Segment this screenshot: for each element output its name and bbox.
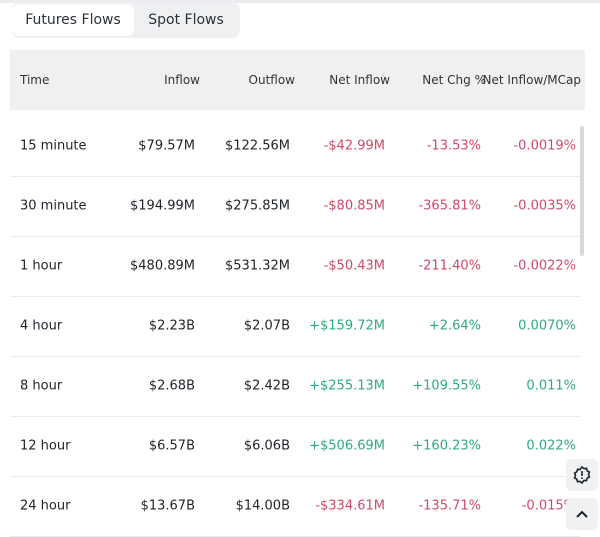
cell-inflow: $13.67B	[140, 498, 195, 514]
cell-time: 30 minute	[20, 198, 87, 214]
cell-chg: -211.40%	[418, 258, 481, 274]
flow-tabs: Futures Flows Spot Flows	[12, 2, 240, 38]
top-divider	[0, 0, 600, 3]
table-header: Time Inflow Outflow Net Inflow Net Chg %…	[10, 50, 585, 110]
cell-outflow: $14.00B	[235, 498, 290, 514]
cell-outflow: $2.42B	[243, 378, 290, 394]
table-row: 1 hour $480.89M $531.32M -$50.43M -211.40% -0…	[10, 236, 580, 297]
scroll-top-button[interactable]	[566, 498, 598, 530]
cell-chg: +109.55%	[412, 378, 481, 394]
table-row: 8 hour $2.68B $2.42B +$255.13M +109.55% 0.011…	[10, 356, 580, 417]
table-row: 30 minute $194.99M $275.85M -$80.85M -365.81…	[10, 176, 580, 237]
cell-mcap: -0.0022%	[513, 258, 576, 274]
cell-net: -$42.99M	[323, 138, 385, 154]
cell-time: 8 hour	[20, 378, 63, 394]
cell-inflow: $2.23B	[148, 318, 195, 334]
cell-inflow: $194.99M	[130, 198, 195, 214]
cell-inflow: $2.68B	[148, 378, 195, 394]
header-net-chg: Net Chg %	[422, 73, 486, 87]
cell-outflow: $531.32M	[225, 258, 290, 274]
cell-time: 4 hour	[20, 318, 63, 334]
cell-chg: +2.64%	[428, 318, 481, 334]
cell-net: -$80.85M	[323, 198, 385, 214]
cell-net: +$506.69M	[309, 438, 385, 454]
cell-mcap: -0.0035%	[513, 198, 576, 214]
chevron-up-icon	[576, 510, 588, 518]
cell-mcap: -0.0019%	[513, 138, 576, 154]
cell-outflow: $2.07B	[243, 318, 290, 334]
cell-mcap: 0.011%	[526, 378, 576, 394]
cell-net: +$159.72M	[309, 318, 385, 334]
cell-chg: -135.71%	[418, 498, 481, 514]
cell-outflow: $275.85M	[225, 198, 290, 214]
header-inflow: Inflow	[164, 73, 200, 87]
cell-mcap: 0.022%	[526, 438, 576, 454]
table-row: 15 minute $79.57M $122.56M -$42.99M -13.53% -…	[10, 116, 580, 177]
header-net-inflow-mcap: Net Inflow/MCap	[482, 73, 581, 87]
tab-futures-flows[interactable]: Futures Flows	[12, 4, 134, 36]
cell-mcap: -0.015%	[521, 498, 576, 514]
cell-chg: -13.53%	[426, 138, 481, 154]
cell-chg: +160.23%	[412, 438, 481, 454]
alert-badge-icon	[573, 465, 591, 485]
scrollbar[interactable]	[580, 126, 584, 256]
cell-net: -$334.61M	[315, 498, 385, 514]
cell-mcap: 0.0070%	[518, 318, 576, 334]
header-time: Time	[20, 73, 50, 87]
cell-chg: -365.81%	[418, 198, 481, 214]
cell-time: 15 minute	[20, 138, 87, 154]
cell-time: 1 hour	[20, 258, 63, 274]
header-net-inflow: Net Inflow	[329, 73, 390, 87]
cell-inflow: $6.57B	[148, 438, 195, 454]
cell-inflow: $480.89M	[130, 258, 195, 274]
table-row: 24 hour $13.67B $14.00B -$334.61M -135.71% -0…	[10, 476, 580, 537]
cell-inflow: $79.57M	[138, 138, 195, 154]
cell-net: +$255.13M	[309, 378, 385, 394]
cell-net: -$50.43M	[323, 258, 385, 274]
feedback-button[interactable]	[566, 459, 598, 491]
cell-time: 24 hour	[20, 498, 71, 514]
table-row: 4 hour $2.23B $2.07B +$159.72M +2.64% 0.0070%	[10, 296, 580, 357]
cell-outflow: $122.56M	[225, 138, 290, 154]
cell-outflow: $6.06B	[243, 438, 290, 454]
tab-spot-flows[interactable]: Spot Flows	[148, 12, 224, 28]
header-outflow: Outflow	[248, 73, 295, 87]
cell-time: 12 hour	[20, 438, 71, 454]
table-row: 12 hour $6.57B $6.06B +$506.69M +160.23% 0.02…	[10, 416, 580, 477]
